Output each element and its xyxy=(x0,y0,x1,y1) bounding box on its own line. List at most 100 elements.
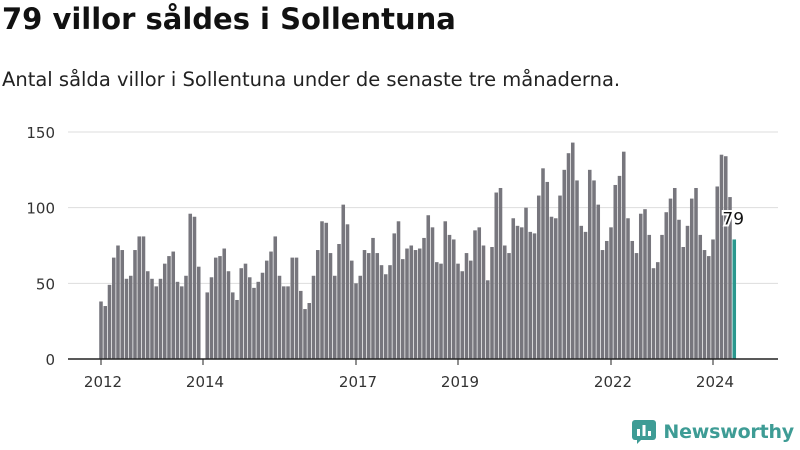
bar xyxy=(286,286,290,359)
chart-subtitle: Antal sålda villor i Sollentuna under de… xyxy=(2,68,621,91)
bar xyxy=(532,233,537,359)
bar xyxy=(562,169,567,359)
bar xyxy=(541,168,545,359)
bar xyxy=(99,301,103,359)
bar xyxy=(660,234,664,359)
bar xyxy=(490,247,494,359)
bar xyxy=(252,287,256,359)
bar xyxy=(439,263,443,359)
bar xyxy=(230,292,235,359)
bar xyxy=(706,256,711,359)
bar xyxy=(294,257,299,359)
bar xyxy=(366,253,371,359)
bar xyxy=(498,187,503,359)
bar xyxy=(167,256,171,359)
bar xyxy=(592,180,596,359)
bar xyxy=(609,227,613,359)
bar xyxy=(715,186,720,359)
bar xyxy=(434,262,439,359)
bar xyxy=(524,207,528,359)
bar xyxy=(328,253,333,359)
chart-title: 79 villor såldes i Sollentuna xyxy=(2,2,456,36)
x-tick-label: 2014 xyxy=(186,373,224,391)
bar xyxy=(162,263,167,359)
bar-current xyxy=(732,239,737,359)
bar xyxy=(392,233,397,359)
newsworthy-logo-icon xyxy=(632,420,657,444)
bar xyxy=(702,250,707,359)
bar xyxy=(179,286,184,359)
x-tick-label: 2022 xyxy=(594,373,632,391)
bar xyxy=(668,198,673,359)
bar xyxy=(626,218,630,359)
bar xyxy=(341,204,346,359)
bar xyxy=(464,253,469,359)
bar xyxy=(264,260,269,359)
brand-logo[interactable]: Newsworthy xyxy=(632,420,794,444)
bar xyxy=(596,204,601,359)
bar xyxy=(638,213,643,359)
bar xyxy=(617,175,622,359)
bar xyxy=(698,234,703,359)
bar xyxy=(621,151,626,359)
bar xyxy=(511,218,516,359)
bar xyxy=(298,290,303,359)
bar xyxy=(528,231,533,359)
bar xyxy=(396,221,401,359)
bar xyxy=(133,250,137,359)
bar xyxy=(320,221,324,359)
bar xyxy=(630,240,635,359)
bar xyxy=(388,265,392,359)
bar xyxy=(116,245,120,359)
bar xyxy=(655,262,660,359)
bar xyxy=(507,253,511,359)
bar xyxy=(400,259,405,359)
x-tick-label: 2024 xyxy=(696,373,734,391)
bar xyxy=(124,278,129,359)
bar xyxy=(451,239,456,359)
bar xyxy=(281,286,286,359)
bar xyxy=(137,236,142,359)
bar xyxy=(358,275,363,359)
bar xyxy=(553,218,558,359)
bar xyxy=(222,248,227,359)
bar xyxy=(417,248,422,359)
bar xyxy=(579,225,584,359)
bar xyxy=(643,209,647,359)
bar xyxy=(128,275,133,359)
bar xyxy=(494,192,499,359)
bar xyxy=(150,278,154,359)
bar xyxy=(107,284,112,359)
brand-name: Newsworthy xyxy=(663,421,794,443)
bar xyxy=(604,240,609,359)
bar xyxy=(235,299,239,359)
bar xyxy=(375,253,380,359)
bar xyxy=(120,250,125,359)
bar xyxy=(405,248,409,359)
bar xyxy=(570,142,575,359)
bar xyxy=(307,303,312,359)
bar xyxy=(413,250,418,359)
bar xyxy=(362,250,367,359)
bar xyxy=(379,265,384,359)
bar xyxy=(171,251,176,359)
bar xyxy=(515,225,520,359)
bar xyxy=(205,292,210,359)
bar xyxy=(723,156,728,359)
bar xyxy=(256,281,261,359)
bar xyxy=(345,224,350,359)
bar xyxy=(218,256,222,359)
bar xyxy=(583,231,588,359)
bar xyxy=(247,277,252,359)
bar xyxy=(141,236,146,359)
bar xyxy=(443,221,448,359)
bar xyxy=(243,263,248,359)
bar xyxy=(558,195,562,359)
bar xyxy=(290,257,295,359)
bar xyxy=(502,245,507,359)
bar xyxy=(536,195,541,359)
bar xyxy=(575,180,579,359)
bar xyxy=(477,227,482,359)
bar xyxy=(566,153,571,359)
